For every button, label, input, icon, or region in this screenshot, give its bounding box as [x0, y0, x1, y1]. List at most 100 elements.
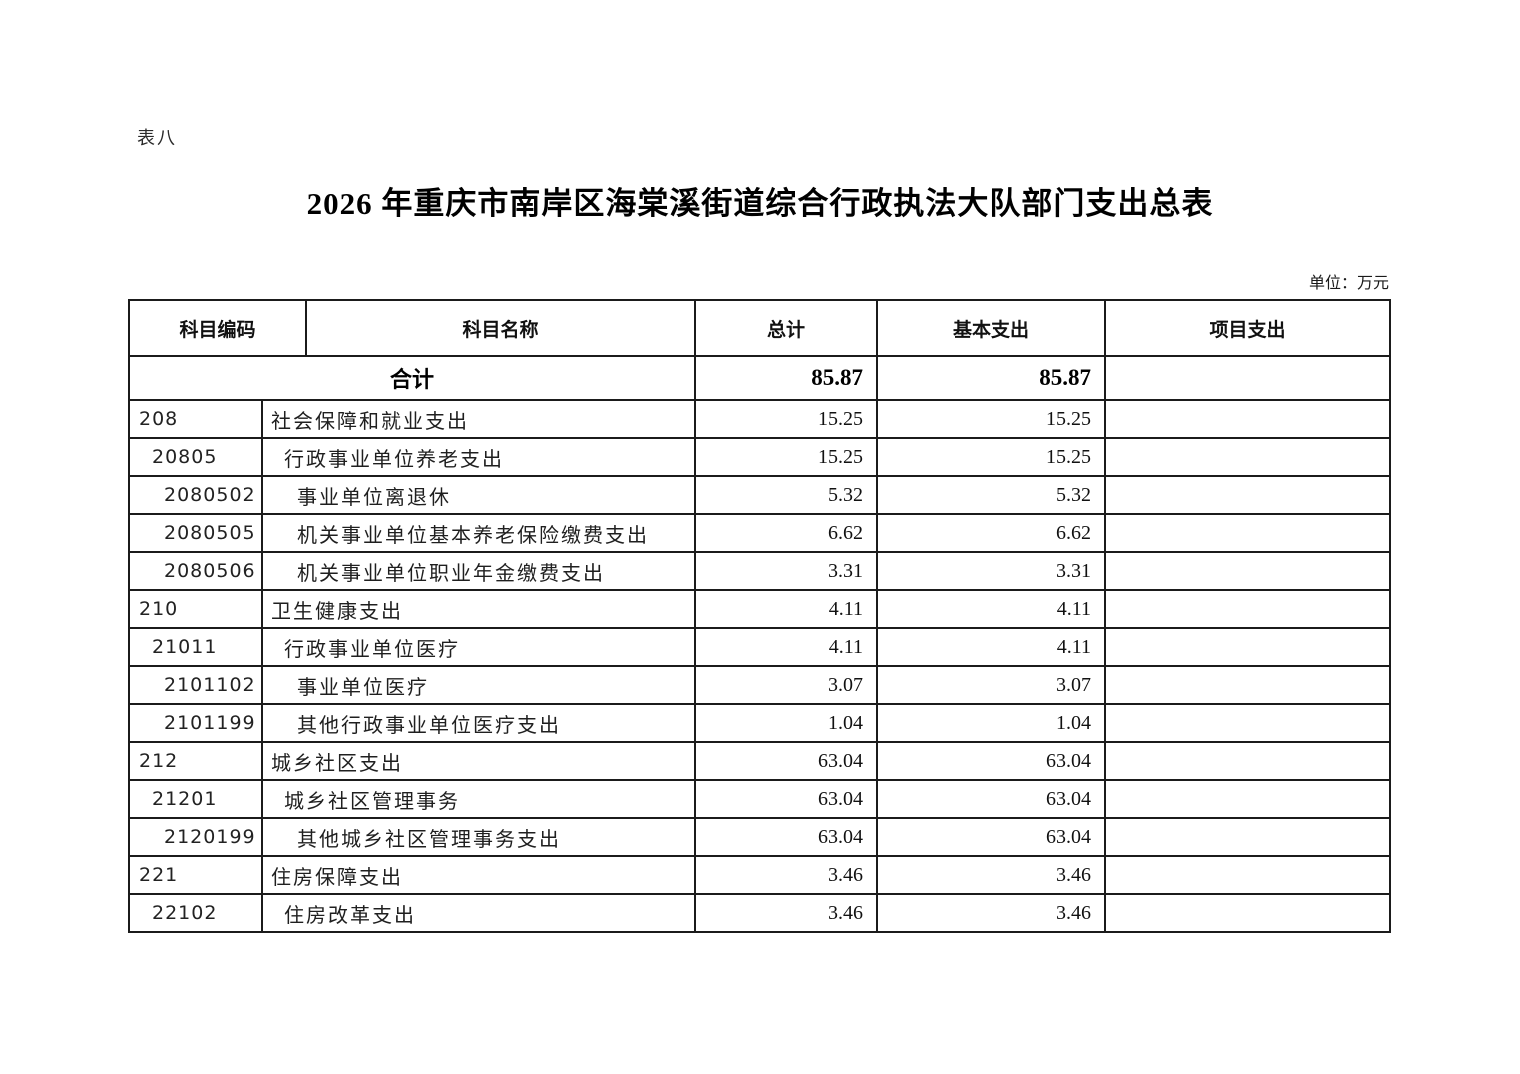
project-value-cell: [1104, 741, 1392, 781]
project-value-cell: [1104, 513, 1392, 553]
expenditure-summary-table: 科目编码 科目名称 总计 基本支出 项目支出 合计 85.87 85.87 20…: [127, 299, 1392, 933]
subject-code-cell: 221: [128, 855, 263, 895]
table-row: 2101199 其他行政事业单位医疗支出 1.04 1.04: [128, 703, 1392, 743]
project-value-cell: [1104, 589, 1392, 629]
basic-value-cell: 4.11: [876, 589, 1107, 629]
project-value-cell: [1104, 855, 1392, 895]
total-value-cell: 3.46: [694, 893, 879, 933]
table-header-row: 科目编码 科目名称 总计 基本支出 项目支出: [127, 299, 1392, 357]
basic-value-cell: 1.04: [876, 703, 1107, 743]
subject-code-cell: 22102: [128, 893, 263, 933]
basic-value-cell: 63.04: [876, 817, 1107, 857]
total-value-cell: 1.04: [694, 703, 879, 743]
table-row: 2080506 机关事业单位职业年金缴费支出 3.31 3.31: [128, 551, 1392, 591]
subject-code-cell: 212: [128, 741, 263, 781]
basic-value-cell: 3.46: [876, 893, 1107, 933]
grand-total-label: 合计: [127, 355, 697, 401]
subject-name-cell: 城乡社区管理事务: [260, 779, 697, 819]
total-value-cell: 6.62: [694, 513, 879, 553]
subject-name-cell: 其他行政事业单位医疗支出: [260, 703, 697, 743]
total-value-cell: 15.25: [694, 399, 879, 439]
basic-value-cell: 15.25: [876, 437, 1107, 477]
subject-code-cell: 21201: [128, 779, 263, 819]
subject-code-cell: 210: [128, 589, 263, 629]
project-value-cell: [1104, 437, 1392, 477]
subject-name-cell: 其他城乡社区管理事务支出: [260, 817, 697, 857]
table-row: 21011 行政事业单位医疗 4.11 4.11: [128, 627, 1392, 667]
table-row: 2080502 事业单位离退休 5.32 5.32: [128, 475, 1392, 515]
subject-name-cell: 卫生健康支出: [260, 589, 697, 629]
basic-value-cell: 3.07: [876, 665, 1107, 705]
table-row: 212 城乡社区支出 63.04 63.04: [128, 741, 1392, 781]
table-row: 210 卫生健康支出 4.11 4.11: [128, 589, 1392, 629]
table-row: 2101102 事业单位医疗 3.07 3.07: [128, 665, 1392, 705]
total-value-cell: 15.25: [694, 437, 879, 477]
column-header-project-expenditure: 项目支出: [1104, 299, 1392, 357]
subject-code-cell: 2120199: [128, 817, 263, 857]
table-row: 22102 住房改革支出 3.46 3.46: [128, 893, 1392, 933]
subject-name-cell: 社会保障和就业支出: [260, 399, 697, 439]
subject-code-cell: 2080505: [128, 513, 263, 553]
project-value-cell: [1104, 627, 1392, 667]
project-value-cell: [1104, 551, 1392, 591]
subject-code-cell: 20805: [128, 437, 263, 477]
column-header-subject-code: 科目编码: [127, 299, 308, 357]
subject-name-cell: 住房改革支出: [260, 893, 697, 933]
subject-code-cell: 21011: [128, 627, 263, 667]
subject-name-cell: 机关事业单位职业年金缴费支出: [260, 551, 697, 591]
subject-code-cell: 208: [128, 399, 263, 439]
subject-name-cell: 行政事业单位养老支出: [260, 437, 697, 477]
column-header-basic-expenditure: 基本支出: [876, 299, 1107, 357]
unit-note: 单位：万元: [1308, 273, 1389, 292]
basic-value-cell: 6.62: [876, 513, 1107, 553]
basic-value-cell: 15.25: [876, 399, 1107, 439]
basic-value-cell: 4.11: [876, 627, 1107, 667]
table-number-label: 表八: [137, 128, 177, 149]
table-row: 221 住房保障支出 3.46 3.46: [128, 855, 1392, 895]
basic-value-cell: 3.31: [876, 551, 1107, 591]
subject-name-cell: 机关事业单位基本养老保险缴费支出: [260, 513, 697, 553]
subject-code-cell: 2101102: [128, 665, 263, 705]
column-header-subject-name: 科目名称: [305, 299, 697, 357]
project-value-cell: [1104, 779, 1392, 819]
page-title: 2026 年重庆市南岸区海棠溪街道综合行政执法大队部门支出总表: [306, 186, 1214, 221]
grand-total-project-value: [1104, 355, 1392, 401]
subject-name-cell: 住房保障支出: [260, 855, 697, 895]
subject-name-cell: 城乡社区支出: [260, 741, 697, 781]
basic-value-cell: 63.04: [876, 779, 1107, 819]
basic-value-cell: 63.04: [876, 741, 1107, 781]
basic-value-cell: 5.32: [876, 475, 1107, 515]
table-row: 2080505 机关事业单位基本养老保险缴费支出 6.62 6.62: [128, 513, 1392, 553]
subject-code-cell: 2101199: [128, 703, 263, 743]
column-header-total: 总计: [694, 299, 879, 357]
grand-total-total-value: 85.87: [694, 355, 879, 401]
table-row: 20805 行政事业单位养老支出 15.25 15.25: [128, 437, 1392, 477]
total-value-cell: 3.31: [694, 551, 879, 591]
subject-name-cell: 事业单位医疗: [260, 665, 697, 705]
total-value-cell: 63.04: [694, 779, 879, 819]
project-value-cell: [1104, 817, 1392, 857]
table-row: 21201 城乡社区管理事务 63.04 63.04: [128, 779, 1392, 819]
subject-code-cell: 2080506: [128, 551, 263, 591]
project-value-cell: [1104, 399, 1392, 439]
subject-code-cell: 2080502: [128, 475, 263, 515]
subject-name-cell: 行政事业单位医疗: [260, 627, 697, 667]
project-value-cell: [1104, 475, 1392, 515]
total-value-cell: 5.32: [694, 475, 879, 515]
total-value-cell: 63.04: [694, 817, 879, 857]
basic-value-cell: 3.46: [876, 855, 1107, 895]
total-value-cell: 4.11: [694, 589, 879, 629]
table-row: 2120199 其他城乡社区管理事务支出 63.04 63.04: [128, 817, 1392, 857]
project-value-cell: [1104, 703, 1392, 743]
project-value-cell: [1104, 665, 1392, 705]
subject-name-cell: 事业单位离退休: [260, 475, 697, 515]
project-value-cell: [1104, 893, 1392, 933]
total-value-cell: 4.11: [694, 627, 879, 667]
grand-total-basic-value: 85.87: [876, 355, 1107, 401]
total-value-cell: 63.04: [694, 741, 879, 781]
table-row: 208 社会保障和就业支出 15.25 15.25: [128, 399, 1392, 439]
grand-total-row: 合计 85.87 85.87: [127, 355, 1392, 401]
total-value-cell: 3.07: [694, 665, 879, 705]
total-value-cell: 3.46: [694, 855, 879, 895]
